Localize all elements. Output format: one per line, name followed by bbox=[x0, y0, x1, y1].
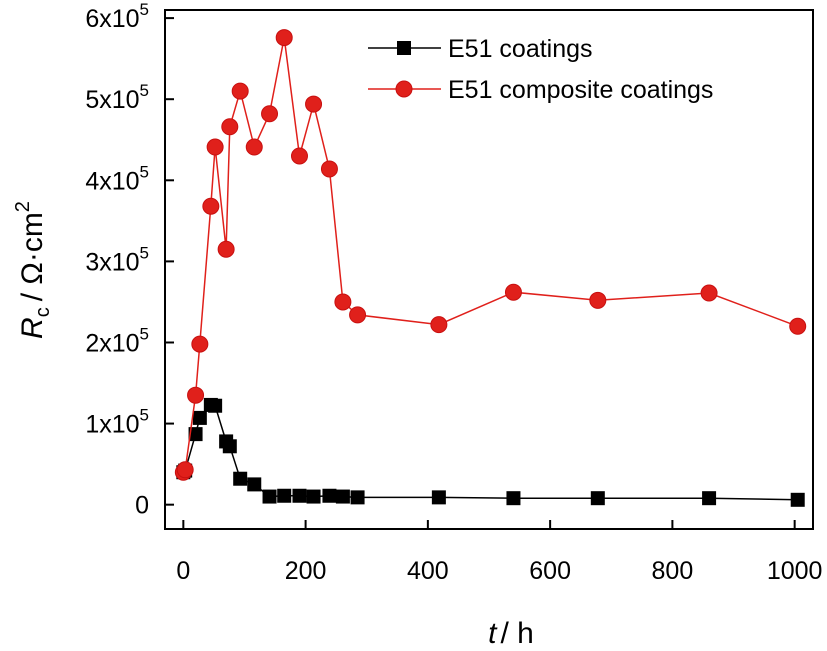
data-point bbox=[504, 283, 522, 301]
y-tick-label: 6x105 bbox=[85, 0, 149, 33]
data-point bbox=[188, 427, 203, 442]
data-point bbox=[208, 398, 223, 413]
series-line bbox=[182, 37, 798, 473]
x-tick-label: 400 bbox=[407, 557, 449, 585]
data-point bbox=[431, 490, 446, 505]
data-point bbox=[262, 489, 277, 504]
y-tick-label: 2x105 bbox=[85, 324, 149, 357]
series-line bbox=[182, 404, 798, 501]
data-point bbox=[247, 477, 262, 492]
data-point bbox=[790, 492, 805, 507]
x-tick-label: 1000 bbox=[767, 557, 823, 585]
data-point bbox=[261, 105, 279, 123]
data-point bbox=[275, 29, 293, 47]
data-point bbox=[305, 95, 323, 113]
data-point bbox=[350, 490, 365, 505]
y-tick-label: 0 bbox=[135, 492, 149, 520]
y-tick-label: 5x105 bbox=[85, 81, 149, 114]
x-tick-label: 200 bbox=[285, 557, 327, 585]
data-point bbox=[506, 491, 521, 506]
legend-marker-circle bbox=[395, 80, 413, 98]
data-point bbox=[335, 489, 350, 504]
data-point bbox=[290, 147, 308, 165]
x-tick-label: 800 bbox=[652, 557, 694, 585]
legend-marker-square bbox=[397, 41, 411, 55]
data-point bbox=[192, 410, 207, 425]
data-point bbox=[702, 491, 717, 506]
x-tick-label: 0 bbox=[176, 557, 190, 585]
legend-item-e51-coatings: E51 coatings bbox=[368, 35, 593, 63]
data-point bbox=[789, 317, 807, 335]
data-point bbox=[322, 488, 337, 503]
legend-label: E51 composite coatings bbox=[448, 76, 713, 104]
y-axis-subscript: c bbox=[32, 307, 54, 317]
data-point bbox=[292, 488, 307, 503]
data-point bbox=[245, 138, 263, 156]
series-layer bbox=[174, 29, 807, 507]
legend-label: E51 coatings bbox=[448, 35, 593, 63]
data-point bbox=[191, 335, 209, 353]
y-axis-label: Rc / Ω·cm2 bbox=[12, 201, 54, 339]
data-point bbox=[589, 291, 607, 309]
y-axis-variable: R bbox=[16, 317, 49, 339]
plot-frame bbox=[164, 9, 814, 530]
data-point bbox=[217, 240, 235, 258]
x-axis-unit: / h bbox=[500, 617, 533, 650]
data-point bbox=[700, 284, 718, 302]
data-point bbox=[277, 488, 292, 503]
series-e51-composite-coatings bbox=[174, 29, 807, 481]
y-axis-unit: / Ω·cm bbox=[16, 212, 49, 301]
y-tick-label: 1x105 bbox=[85, 406, 149, 439]
data-point bbox=[222, 439, 237, 454]
data-point bbox=[233, 471, 248, 486]
x-axis-variable: t bbox=[488, 617, 498, 650]
y-axis-superscript: 2 bbox=[12, 201, 34, 212]
data-point bbox=[430, 316, 448, 334]
y-tick-label: 4x105 bbox=[85, 162, 149, 195]
x-tick-label: 600 bbox=[529, 557, 571, 585]
data-point bbox=[187, 386, 205, 404]
data-point bbox=[306, 489, 321, 504]
legend-item-e51-composite-coatings: E51 composite coatings bbox=[368, 76, 713, 104]
y-tick-label: 3x105 bbox=[85, 243, 149, 276]
data-point bbox=[590, 491, 605, 506]
data-point bbox=[221, 118, 239, 136]
x-axis-label: t / h bbox=[488, 617, 534, 650]
data-point bbox=[176, 461, 194, 479]
data-point bbox=[334, 293, 352, 311]
data-point bbox=[202, 197, 220, 215]
data-point bbox=[320, 160, 338, 178]
legend: E51 coatings E51 composite coatings bbox=[368, 35, 713, 104]
axis-ticks: 0 200 400 600 800 1000 0 1x105 2x105 3x105 4x105 5x… bbox=[85, 0, 822, 585]
data-point bbox=[349, 306, 367, 324]
series-e51-coatings bbox=[176, 397, 805, 507]
data-point bbox=[206, 138, 224, 156]
data-point bbox=[231, 82, 249, 100]
